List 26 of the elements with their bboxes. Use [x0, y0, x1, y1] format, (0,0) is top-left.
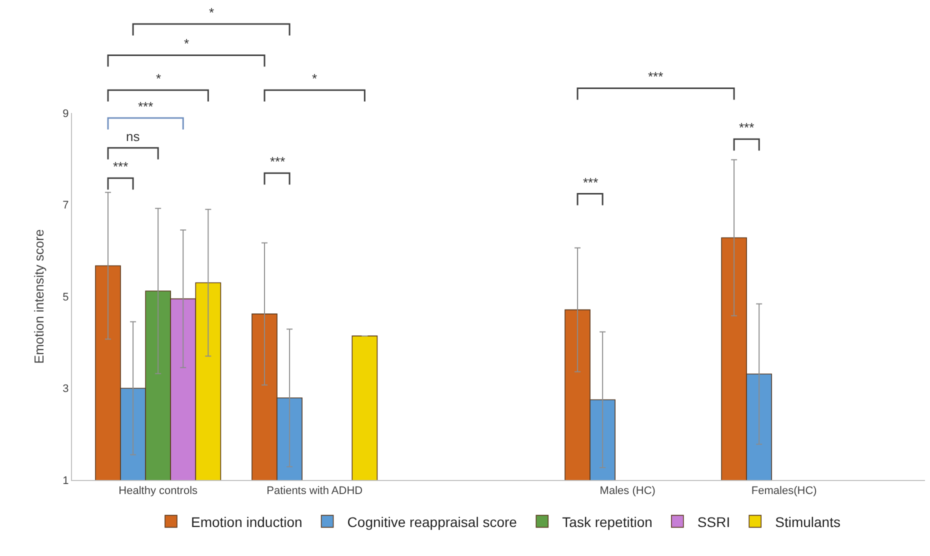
annotation: ***: [138, 99, 154, 114]
x-tick-label: Females(HC): [751, 485, 817, 498]
legend-label: Cognitive reappraisal score: [347, 514, 518, 530]
annotation: ***: [739, 120, 754, 135]
legend-label: Stimulants: [775, 514, 840, 530]
legend-label: SSRI: [697, 514, 730, 530]
text: *: [156, 71, 162, 86]
text: *: [209, 5, 214, 20]
legend-label: Task repetition: [562, 514, 652, 530]
annotation: ***: [583, 175, 598, 190]
y-tick-label: 5: [62, 291, 69, 304]
annotation: ***: [270, 154, 286, 169]
y-axis-title: Emotion intensity score: [32, 229, 47, 364]
y-tick-label: 9: [62, 108, 69, 120]
annotation: ***: [113, 159, 128, 174]
annotation: ns: [126, 129, 140, 144]
text: *: [184, 36, 190, 51]
legend-label: Emotion induction: [191, 514, 302, 530]
text: *: [312, 71, 318, 86]
y-tick-label: 1: [62, 474, 69, 487]
x-tick-label: Males (HC): [600, 485, 656, 498]
x-tick-label: Healthy controls: [118, 485, 198, 498]
x-tick-label: Patients with ADHD: [266, 485, 363, 498]
y-tick-label: 7: [62, 200, 69, 212]
text: ***: [648, 69, 664, 84]
y-tick-label: 3: [62, 383, 69, 396]
